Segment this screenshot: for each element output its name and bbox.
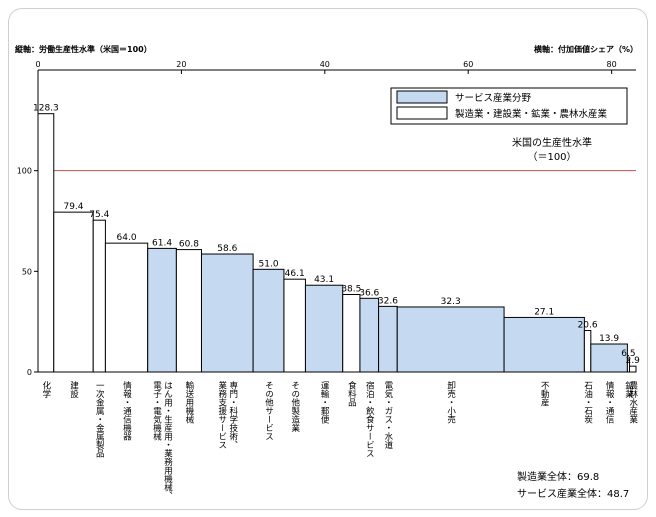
summary-service: サービス産業全体：48.7 <box>517 489 630 500</box>
bar-15 <box>583 330 592 373</box>
x-axis-title: 横軸：付加価値シェア（%） <box>533 45 638 54</box>
x-tick-label-20: 20 <box>176 60 186 69</box>
bar-category-label-10: 食料品 <box>346 380 356 407</box>
bar-14 <box>503 316 585 373</box>
bar-value-13: 32.3 <box>441 297 461 307</box>
bar-category-label-14: 不動産 <box>539 381 549 407</box>
reference-line-label: 米国の生産性水準 <box>512 136 592 149</box>
bar-value-3: 64.0 <box>117 233 137 243</box>
bar-0 <box>37 113 55 373</box>
bar-value-8: 46.1 <box>285 269 305 279</box>
bar-10 <box>342 293 361 373</box>
x-tick-label-40: 40 <box>320 60 330 69</box>
bar-value-2: 75.4 <box>89 210 109 220</box>
bar-5 <box>175 249 202 373</box>
bar-category-label-2: 一次金属・金属製品 <box>94 381 104 458</box>
y-tick-label-0: 0 <box>27 368 32 377</box>
bar-category-label-4-0: はん用・生産用・業務用機械、 <box>163 381 173 500</box>
legend-swatch-1 <box>396 106 448 120</box>
y-tick-label-100: 100 <box>17 167 32 176</box>
bar-value-0: 128.3 <box>33 104 59 114</box>
bar-1 <box>53 211 94 373</box>
bar-11 <box>359 297 380 373</box>
bar-category-label-0: 化学 <box>41 380 51 398</box>
bar-value-18: 2.9 <box>626 356 641 366</box>
bar-value-10: 38.5 <box>341 284 361 294</box>
bar-category-label-16: 情報・通信 <box>604 380 614 424</box>
bar-value-11: 36.6 <box>359 288 379 298</box>
bar-8 <box>283 278 306 373</box>
bar-9 <box>304 284 344 373</box>
x-tick-label-60: 60 <box>463 60 473 69</box>
bar-4 <box>147 247 177 373</box>
bar-3 <box>104 242 149 373</box>
reference-line-label-2: （＝100） <box>527 151 576 163</box>
bar-category-label-13: 卸売・小売 <box>446 380 456 424</box>
y-axis-title: 縦軸：労働生産性水準（米国＝100） <box>15 45 152 54</box>
chart-frame <box>8 8 648 510</box>
bar-value-1: 79.4 <box>63 202 83 212</box>
bar-category-label-15: 石油・石炭 <box>583 381 593 424</box>
bar-value-14: 27.1 <box>534 307 554 317</box>
bar-2 <box>92 219 106 373</box>
bar-category-label-6-0: 専門・科学技術、 <box>228 380 238 449</box>
bar-18 <box>629 365 637 373</box>
bar-6 <box>200 253 254 373</box>
bar-category-label-17: 鉱業 <box>623 380 633 399</box>
bar-7 <box>252 268 285 373</box>
bar-category-label-1: 建設 <box>68 380 78 399</box>
bar-category-label-11: 宿泊・飲食サービス <box>364 380 374 457</box>
bar-13 <box>396 306 505 373</box>
y-tick-label-50: 50 <box>22 267 32 276</box>
bar-category-label-9: 運輸・郵便 <box>319 381 329 424</box>
bar-value-16: 13.9 <box>599 334 619 344</box>
bar-value-6: 58.6 <box>217 244 237 254</box>
bar-16 <box>590 343 628 373</box>
bar-category-label-6-1: 業務支援サービス <box>217 380 227 449</box>
bar-category-label-12: 電気・ガス・水道 <box>383 381 393 450</box>
bar-value-4: 61.4 <box>152 238 172 248</box>
bar-category-label-18: 農林水産業 <box>628 380 638 424</box>
bar-17 <box>626 358 631 373</box>
legend-swatch-0 <box>396 90 448 104</box>
summary-manufacturing: 製造業全体：69.8 <box>517 472 600 483</box>
legend-label-1: 製造業・建設業・鉱業・農林水産業 <box>455 108 608 120</box>
bar-category-label-4-1: 電子・電気機械 <box>152 381 162 441</box>
bar-value-17: 6.5 <box>621 349 635 359</box>
bar-value-12: 32.6 <box>378 296 398 306</box>
bar-value-15: 20.6 <box>578 321 598 331</box>
bar-value-9: 43.1 <box>314 275 334 285</box>
legend-label-0: サービス産業分野 <box>455 92 532 104</box>
bar-category-label-8: その他製造業 <box>290 381 300 433</box>
bar-category-label-7: その他サービス <box>264 381 274 441</box>
bar-12 <box>378 305 398 373</box>
bar-category-label-3: 情報・通信機器 <box>122 380 132 441</box>
bar-category-label-5: 輸送用機械 <box>184 380 194 424</box>
x-tick-label-0: 0 <box>35 60 40 69</box>
x-tick-label-80: 80 <box>607 60 617 69</box>
bar-value-5: 60.8 <box>179 240 199 250</box>
bar-value-7: 51.0 <box>259 259 279 269</box>
